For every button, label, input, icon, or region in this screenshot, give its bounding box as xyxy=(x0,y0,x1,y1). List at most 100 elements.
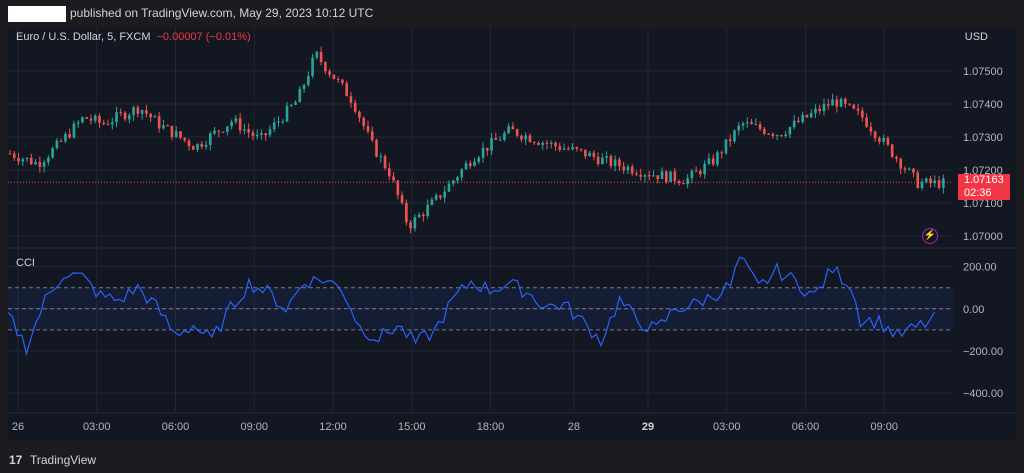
price-tick-label: 1.07400 xyxy=(963,99,1003,111)
candle-body xyxy=(694,170,698,172)
candle-body xyxy=(699,171,702,175)
candle-body xyxy=(200,143,204,147)
brand-name[interactable]: TradingView xyxy=(30,453,97,467)
candle-body xyxy=(460,169,464,178)
candle-body xyxy=(260,133,263,135)
chart-canvas[interactable]: 26 03:00 06:00 09:00 12:00 15:00 18:00 28 29 03:0… xyxy=(8,28,1016,441)
candle-body xyxy=(264,133,268,136)
candle-body xyxy=(882,137,885,142)
candle-body xyxy=(85,117,89,119)
candle-body xyxy=(635,173,638,175)
candlestick-series xyxy=(8,46,953,234)
candle-body xyxy=(328,71,331,75)
candle-body xyxy=(409,222,412,229)
candle-body xyxy=(302,84,306,89)
candle-body xyxy=(132,107,135,116)
indicator-label[interactable]: CCI xyxy=(16,257,35,269)
candle-body xyxy=(903,168,907,170)
candle-body xyxy=(217,130,221,132)
candle-body xyxy=(669,171,672,182)
candle-body xyxy=(724,139,728,154)
symbol-name[interactable]: Euro / U.S. Dollar, 5, FXCM xyxy=(16,31,151,43)
candle-body xyxy=(503,133,506,140)
candle-body xyxy=(605,156,608,158)
candle-body xyxy=(575,147,579,149)
candle-body xyxy=(861,110,864,118)
tradingview-logo-icon[interactable]: 17 xyxy=(9,453,23,467)
candle-body xyxy=(626,166,630,171)
time-tick-label: 18:00 xyxy=(477,421,505,433)
candle-body xyxy=(618,159,621,167)
candle-body xyxy=(507,126,510,134)
candle-body xyxy=(515,129,519,136)
time-tick-label: 06:00 xyxy=(162,421,190,433)
candle-body xyxy=(899,158,903,169)
candle-body xyxy=(179,131,182,138)
candle-body xyxy=(520,135,523,140)
cci-series xyxy=(8,256,953,357)
candle-body xyxy=(771,133,775,136)
candle-body xyxy=(234,118,238,122)
currency-label[interactable]: USD xyxy=(964,31,988,43)
candle-body xyxy=(558,146,562,150)
candle-body xyxy=(324,62,327,72)
time-tick-label: 09:00 xyxy=(870,421,898,433)
candle-body xyxy=(307,76,310,85)
candle-body xyxy=(289,104,293,106)
candle-body xyxy=(660,171,664,180)
candle-body xyxy=(490,138,493,151)
candle-body xyxy=(511,126,515,130)
candle-body xyxy=(93,115,97,121)
candle-body xyxy=(865,117,868,127)
candle-body xyxy=(481,147,485,158)
candle-body xyxy=(370,131,374,140)
candle-body xyxy=(741,123,745,126)
candle-body xyxy=(405,202,408,223)
candle-body xyxy=(831,99,834,106)
published-text: published on TradingView.com, May 29, 20… xyxy=(70,6,374,20)
candle-body xyxy=(413,217,417,229)
candle-body xyxy=(890,144,894,157)
candle-body xyxy=(68,134,71,138)
candle-body xyxy=(784,134,787,137)
candle-body xyxy=(170,125,174,138)
candle-body xyxy=(775,135,779,137)
candle-body xyxy=(937,180,941,188)
candle-body xyxy=(566,148,570,150)
candle-body xyxy=(579,148,583,150)
candle-body xyxy=(213,130,216,134)
candle-body xyxy=(673,171,677,182)
candle-body xyxy=(426,204,429,217)
time-tick-label: 28 xyxy=(568,421,580,433)
candle-body xyxy=(848,103,851,105)
candle-body xyxy=(451,180,455,184)
footer-bar: 17 TradingView xyxy=(0,445,1024,473)
candle-body xyxy=(886,137,890,145)
candle-body xyxy=(319,51,323,63)
candle-body xyxy=(102,122,106,124)
candle-body xyxy=(268,129,272,136)
cci-tick-label: −200.00 xyxy=(963,346,1003,358)
chart-area[interactable]: 26 03:00 06:00 09:00 12:00 15:00 18:00 28 29 03:0… xyxy=(8,28,1016,441)
axis-labels: 26 03:00 06:00 09:00 12:00 15:00 18:00 28 29 03:0… xyxy=(12,66,1003,433)
candle-body xyxy=(809,112,813,118)
candle-body xyxy=(477,157,481,162)
candle-body xyxy=(686,178,689,185)
time-tick-label: 29 xyxy=(642,421,654,433)
bar-countdown: 02:36 xyxy=(964,187,992,199)
candle-body xyxy=(430,199,434,205)
symbol-legend[interactable]: Euro / U.S. Dollar, 5, FXCM −0.00007 (−0.… xyxy=(16,31,251,43)
candle-body xyxy=(294,102,297,105)
candle-body xyxy=(341,79,344,84)
candle-body xyxy=(196,143,199,150)
candle-body xyxy=(856,108,860,111)
candle-body xyxy=(647,175,651,177)
candle-body xyxy=(703,163,706,175)
candle-body xyxy=(21,159,25,162)
candle-body xyxy=(332,74,336,80)
candle-body xyxy=(728,139,732,142)
candle-body xyxy=(792,120,796,128)
candle-body xyxy=(230,121,233,127)
candle-body xyxy=(924,178,928,183)
lightning-icon[interactable]: ⚡ xyxy=(922,228,938,244)
